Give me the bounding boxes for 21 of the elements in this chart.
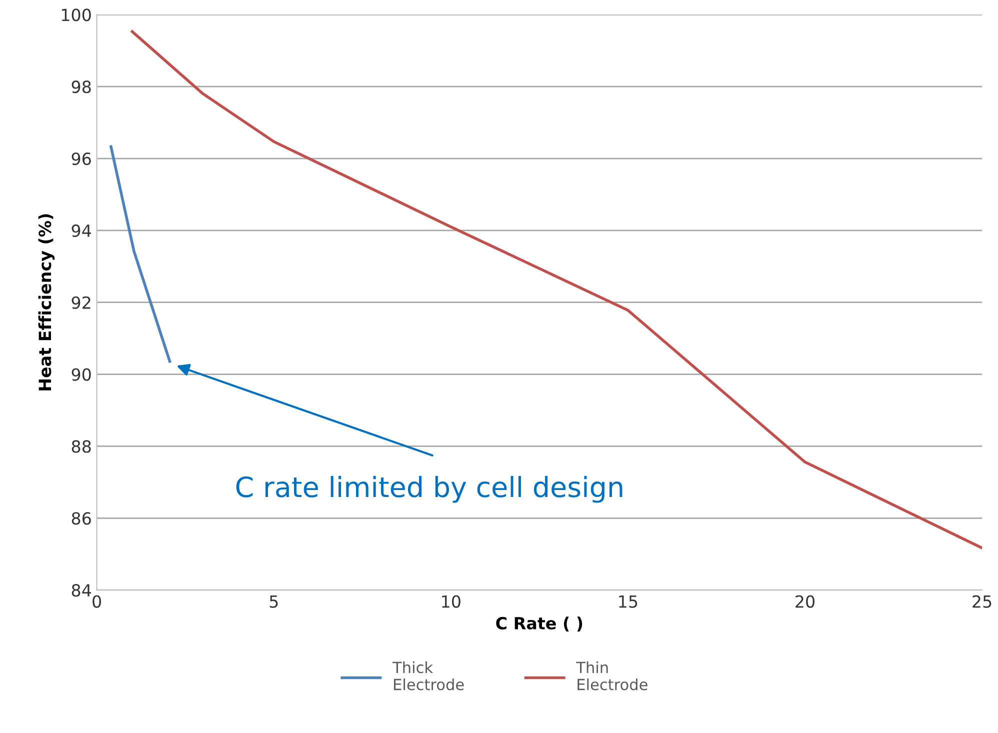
- y-tick-label: 92: [72, 296, 90, 309]
- x-tick-label: 25: [972, 595, 992, 608]
- y-tick-label: 96: [72, 152, 91, 166]
- y-tick-label: 84: [72, 584, 92, 597]
- line-series: [130, 30, 982, 550]
- y-tick-label: 90: [72, 368, 91, 381]
- x-axis-title: C Rate ( ): [496, 616, 582, 632]
- y-tick-label: 98: [72, 80, 91, 94]
- y-tick-label: 86: [72, 512, 91, 525]
- x-tick-label: 0: [92, 595, 101, 608]
- y-axis-title: Heat Efficiency (%): [38, 214, 55, 390]
- annotation: C rate limited by cell design: [236, 476, 622, 503]
- x-tick-label: 10: [442, 595, 460, 608]
- y-tick-label: 88: [72, 440, 91, 453]
- x-tick-label: 20: [796, 595, 814, 608]
- y-tick-label: 100: [62, 8, 91, 22]
- legend-label: Thick Electrode: [392, 661, 464, 690]
- legend-label: Thin Electrode: [576, 661, 648, 690]
- x-tick-label: 5: [270, 595, 278, 608]
- y-tick-label: 94: [72, 224, 92, 238]
- x-tick-label: 15: [619, 595, 638, 608]
